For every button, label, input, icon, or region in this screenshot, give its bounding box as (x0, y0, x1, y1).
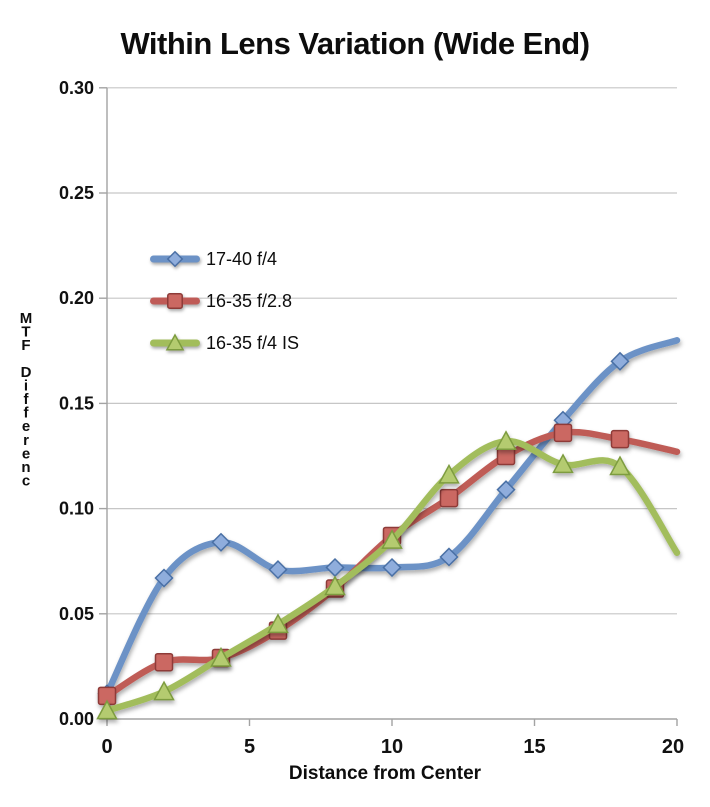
diamond-marker-icon (211, 532, 231, 552)
triangle-marker-icon (165, 333, 185, 351)
diamond-marker-icon (154, 568, 174, 588)
y-tick-label: 0.30 (59, 78, 94, 98)
diamond-marker-icon (496, 480, 516, 500)
y-axis-title-letter: e (22, 418, 30, 435)
triangle-marker-icon (153, 680, 175, 701)
y-axis-title-letter: D (21, 364, 32, 381)
series-0 (97, 337, 681, 704)
y-axis-title-letter: i (24, 377, 28, 394)
triangle-marker-icon (552, 453, 574, 474)
triangle-marker-icon (210, 646, 232, 667)
diamond-marker-icon (325, 557, 345, 578)
legend-label: 16-35 f/2.8 (206, 290, 293, 311)
y-tick-label: 0.00 (59, 709, 94, 729)
diamond-marker-icon (382, 557, 402, 578)
y-tick-label: 0.20 (59, 288, 94, 308)
triangle-marker-icon (609, 455, 631, 476)
legend-item: 16-35 f/4 IS (148, 322, 299, 364)
square-marker-icon (154, 652, 174, 672)
square-marker-icon (610, 429, 630, 449)
y-axis-title-letter: T (21, 324, 30, 341)
y-axis-title-letter: M (20, 310, 33, 327)
x-tick-label: 15 (523, 736, 545, 758)
square-marker-icon (439, 488, 459, 508)
x-tick-label: 5 (244, 736, 255, 758)
y-axis-title-letter: e (22, 445, 30, 462)
square-marker-icon (496, 446, 516, 466)
y-axis-title-letter: f (24, 391, 30, 408)
x-axis-title: Distance from Center (289, 763, 482, 784)
chart-title: Within Lens Variation (Wide End) (120, 26, 590, 61)
legend-label: 17-40 f/4 (206, 248, 278, 269)
diamond-marker-icon (439, 547, 459, 567)
triangle-marker-icon (324, 575, 346, 596)
x-tick-label: 0 (101, 736, 112, 758)
gridlines (107, 87, 677, 615)
square-marker-icon (167, 293, 183, 309)
axis-labels: 0.00 0.05 0.10 0.15 0.20 0.25 0.30 0 5 10 15 20 Dist… (20, 78, 684, 784)
y-axis-title-letter: r (23, 432, 29, 449)
triangle-marker-icon (438, 463, 460, 484)
series-lines (96, 337, 681, 720)
legend-item: 16-35 f/2.8 (148, 280, 299, 322)
y-axis-title-letter: f (24, 405, 30, 422)
y-tick-label: 0.05 (59, 604, 94, 624)
series-line (103, 337, 681, 698)
diamond-marker-icon (610, 351, 630, 371)
square-marker-icon (553, 423, 573, 443)
legend: 17-40 f/4 16-35 f/2.8 16-35 f/4 IS (148, 238, 299, 364)
legend-swatch-icon (150, 293, 200, 309)
triangle-marker-icon (267, 613, 289, 634)
triangle-marker-icon (96, 699, 118, 720)
y-axis-title-letter: n (21, 459, 30, 476)
legend-swatch-icon (150, 250, 200, 268)
triangle-marker-icon (495, 430, 517, 451)
legend-item: 17-40 f/4 (148, 238, 299, 280)
y-tick-label: 0.10 (59, 499, 94, 519)
y-tick-label: 0.15 (59, 393, 94, 413)
y-axis-title-letter: c (22, 473, 30, 490)
x-tick-label: 10 (381, 736, 403, 758)
diamond-marker-icon (166, 250, 184, 268)
y-tick-label: 0.25 (59, 183, 94, 203)
y-axis-title-letter: F (21, 337, 30, 354)
triangle-marker-icon (381, 529, 403, 549)
x-tick-label: 20 (662, 736, 684, 758)
legend-swatch-icon (150, 333, 200, 351)
series-2 (96, 430, 681, 720)
axes (99, 87, 678, 726)
diamond-marker-icon (268, 560, 288, 580)
legend-label: 16-35 f/4 IS (206, 332, 300, 353)
